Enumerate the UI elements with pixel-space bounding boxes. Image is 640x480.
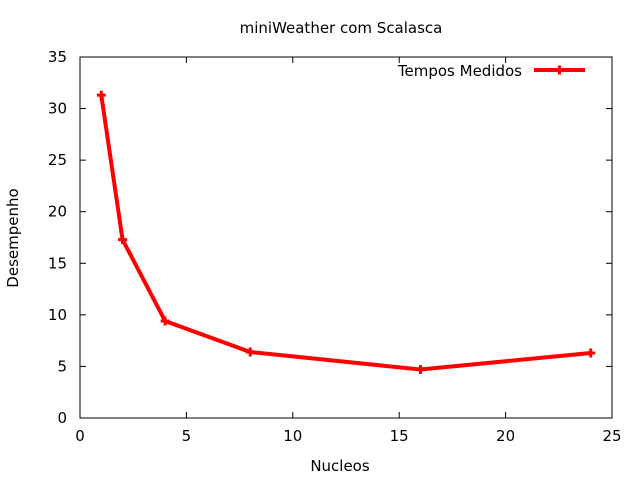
chart-title: miniWeather com Scalasca xyxy=(240,19,443,37)
series-layer xyxy=(96,90,596,375)
x-tick-label: 15 xyxy=(390,427,409,445)
data-point xyxy=(96,90,106,100)
legend: Tempos Medidos xyxy=(397,62,585,80)
y-tick-label: 35 xyxy=(48,48,67,66)
data-point xyxy=(415,365,425,375)
data-point xyxy=(245,347,255,357)
data-point xyxy=(118,235,128,245)
y-tick-label: 25 xyxy=(48,151,67,169)
x-tick-label: 5 xyxy=(182,427,192,445)
x-axis-label: Nucleos xyxy=(310,457,370,475)
y-tick-label: 20 xyxy=(48,203,67,221)
legend-marker xyxy=(555,65,564,75)
x-tick-label: 10 xyxy=(283,427,302,445)
series-line xyxy=(99,94,591,372)
axis-ticks: 0 5 10 15 20 25 0 5 10 15 20 25 30 35 xyxy=(48,48,622,445)
y-tick-label: 15 xyxy=(48,254,67,272)
plot-frame xyxy=(79,56,613,419)
y-axis-label: Desempenho xyxy=(4,188,22,287)
legend-label: Tempos Medidos xyxy=(397,62,522,80)
x-tick-label: 0 xyxy=(75,427,85,445)
y-tick-label: 10 xyxy=(48,306,67,324)
y-tick-label: 30 xyxy=(48,100,67,118)
legend-sample xyxy=(534,65,585,75)
x-tick-label: 20 xyxy=(496,427,515,445)
x-tick-label: 25 xyxy=(602,427,621,445)
data-point xyxy=(586,348,596,358)
y-tick-label: 0 xyxy=(57,409,67,427)
y-tick-label: 5 xyxy=(57,357,67,375)
data-point xyxy=(160,316,170,326)
